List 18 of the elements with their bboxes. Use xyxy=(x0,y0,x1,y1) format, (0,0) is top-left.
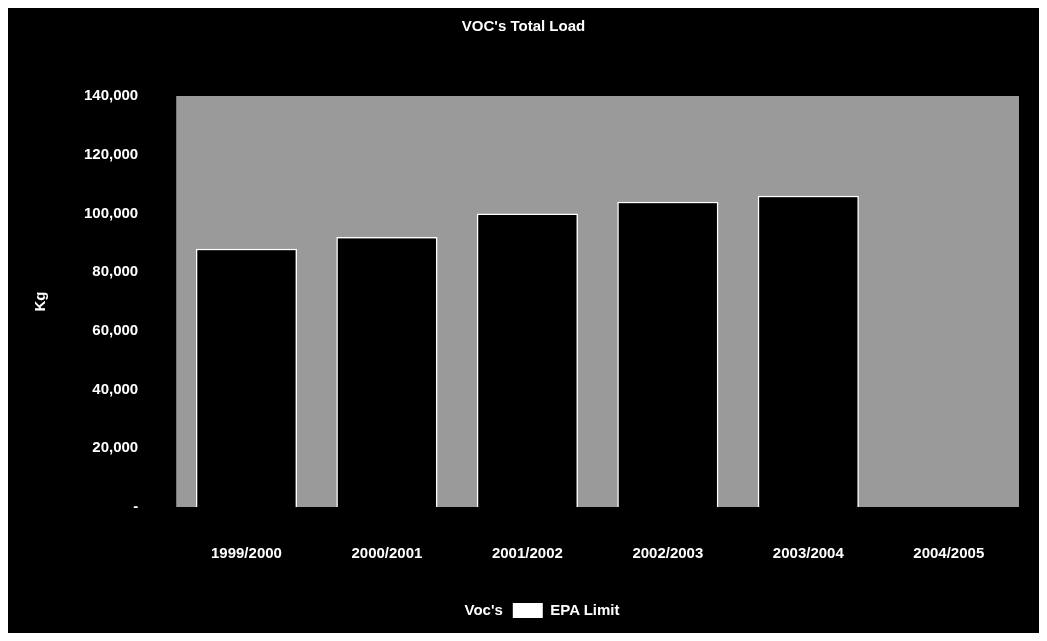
chart-title: VOC's Total Load xyxy=(461,17,586,35)
x-tick-label: 2000/2001 xyxy=(351,544,423,562)
y-tick-label: 80,000 xyxy=(92,262,139,280)
text: Voc's xyxy=(464,600,503,618)
x-tick-label: 1999/2000 xyxy=(211,544,282,562)
y-tick-label: 140,000 xyxy=(83,86,139,104)
y-axis-title: Kg xyxy=(31,291,49,312)
y-tick-label: 40,000 xyxy=(92,379,139,397)
x-tick-label: 2001/2002 xyxy=(491,544,563,562)
x-tick-label: 2004/2005 xyxy=(913,544,985,562)
y-tick-label: 100,000 xyxy=(83,203,139,221)
x-tick-label: 2003/2004 xyxy=(772,544,845,562)
y-tick-label: 120,000 xyxy=(83,144,139,162)
y-tick-label: 60,000 xyxy=(92,321,139,338)
x-tick-label: 2002/2003 xyxy=(632,544,704,562)
y-tick-label: 20,000 xyxy=(92,438,139,456)
legend-label: EPA Limit xyxy=(550,600,620,618)
y-tick-label: - xyxy=(133,497,139,515)
